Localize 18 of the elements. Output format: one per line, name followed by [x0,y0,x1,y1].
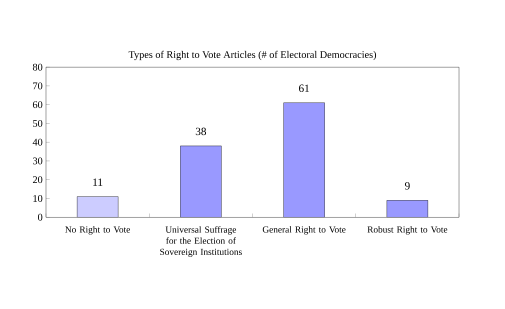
y-tick-label: 70 [33,82,42,90]
x-tick-label: Robust Right to Vote [367,226,448,235]
chart-title: Types of Right to Vote Articles (# of Electoral Democracies) [128,50,376,60]
data-label: 9 [404,182,410,190]
y-tick-label: 30 [32,158,42,165]
data-label: 38 [196,128,206,136]
x-tick-label: General Right to Vote [262,226,346,235]
x-tick-label: Universal Suffrage for the Election of Sovereign Institutions [160,226,242,258]
y-tick-label: 40 [32,138,42,146]
data-label: 61 [299,84,310,92]
y-tick-label: 60 [32,101,42,108]
x-tick-label: No Right to Vote [65,226,130,235]
y-tick-label: 10 [33,195,42,202]
y-tick-label: 80 [32,64,42,71]
y-tick-label: 20 [32,176,42,184]
data-label: 11 [93,178,102,186]
y-tick-label: 0 [38,214,42,221]
y-tick-label: 50 [33,120,42,128]
